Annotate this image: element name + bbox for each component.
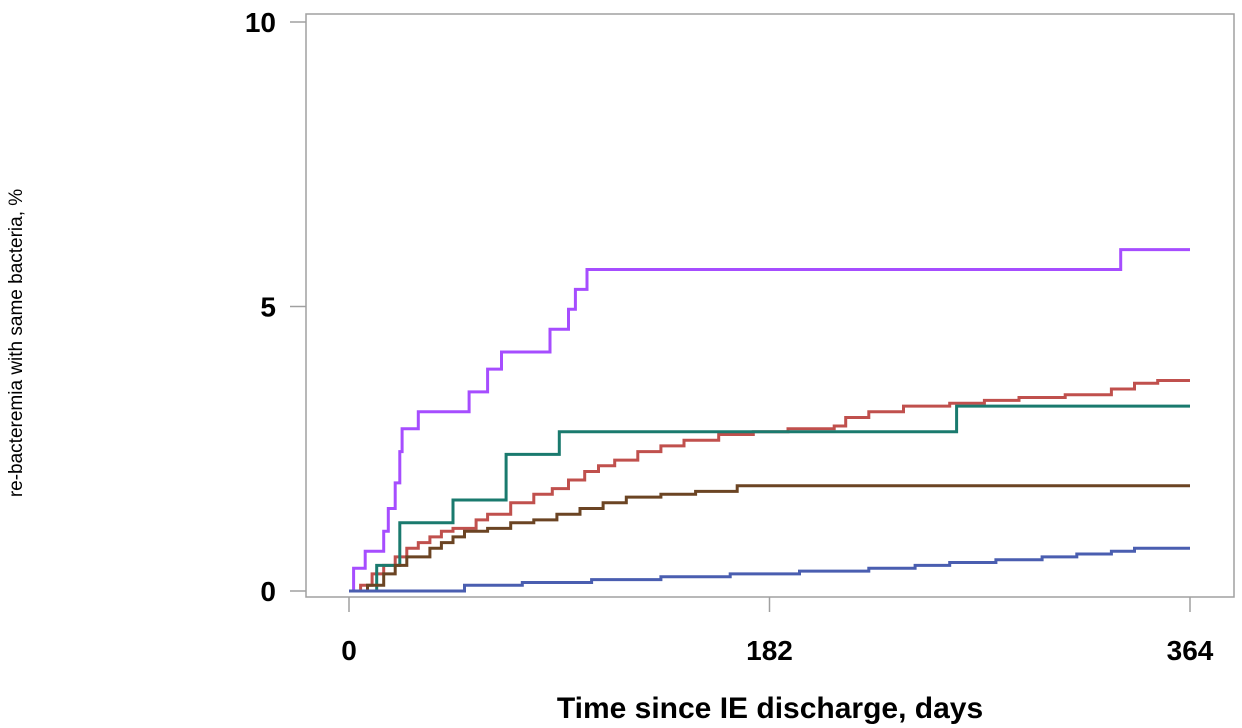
series-line-2 xyxy=(349,379,1190,593)
y-tick-label: 0 xyxy=(260,576,276,607)
y-axis: 0 5 10 xyxy=(245,7,306,607)
series-layer xyxy=(349,248,1190,593)
x-tick-label: 0 xyxy=(341,635,357,666)
series-line-4 xyxy=(349,484,1190,593)
x-tick-label: 364 xyxy=(1167,635,1214,666)
series-line-1 xyxy=(349,248,1190,593)
y-tick-label: 10 xyxy=(245,7,276,38)
x-tick-label: 182 xyxy=(746,635,793,666)
y-tick-label: 5 xyxy=(260,292,276,323)
series-line-3 xyxy=(349,404,1190,593)
y-axis-title: re-bacteremia with same bacteria, % xyxy=(6,189,27,497)
x-axis: 0 182 364 xyxy=(341,597,1214,666)
series-line-5 xyxy=(349,546,1190,593)
plot-frame xyxy=(305,13,1235,598)
x-axis-title: Time since IE discharge, days xyxy=(557,692,983,725)
